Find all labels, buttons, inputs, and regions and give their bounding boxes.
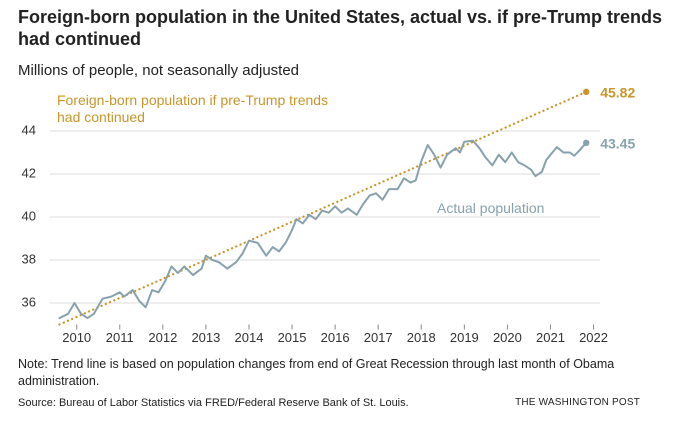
y-tick-label: 44 [22,122,36,137]
series-line [58,139,588,320]
y-tick-label: 42 [22,165,36,180]
x-tick-label: 2015 [278,330,307,345]
x-tick-label: 2014 [235,330,264,345]
x-tick-label: 2010 [62,330,91,345]
chart-title: Foreign-born population in the United St… [18,7,663,49]
x-tick-label: 2012 [148,330,177,345]
end-label: 43.45 [600,136,635,152]
x-tick-label: 2016 [321,330,350,345]
source: Source: Bureau of Labor Statistics via F… [18,397,409,409]
x-tick-label: 2013 [191,330,220,345]
legend-label: Foreign-born population if pre-Trump tre… [57,92,329,125]
credit: THE WASHINGTON POST [515,397,640,408]
end-label: 45.82 [600,85,635,101]
x-tick-label: 2018 [407,330,436,345]
end-point [583,139,590,147]
note: Note: Trend line is based on population … [18,357,615,388]
x-tick-label: 2020 [493,330,522,345]
chart-subtitle: Millions of people, not seasonally adjus… [18,62,300,79]
end-point [583,88,590,96]
x-tick-label: 2022 [579,330,608,345]
legend-label: Actual population [437,200,545,216]
x-tick-label: 2021 [536,330,565,345]
x-tick-label: 2011 [106,330,134,345]
y-tick-label: 36 [22,294,36,309]
series-line [58,90,588,326]
y-tick-label: 38 [22,251,36,266]
y-tick-label: 40 [22,208,36,223]
x-tick-label: 2019 [450,330,479,345]
x-tick-label: 2017 [364,330,393,345]
